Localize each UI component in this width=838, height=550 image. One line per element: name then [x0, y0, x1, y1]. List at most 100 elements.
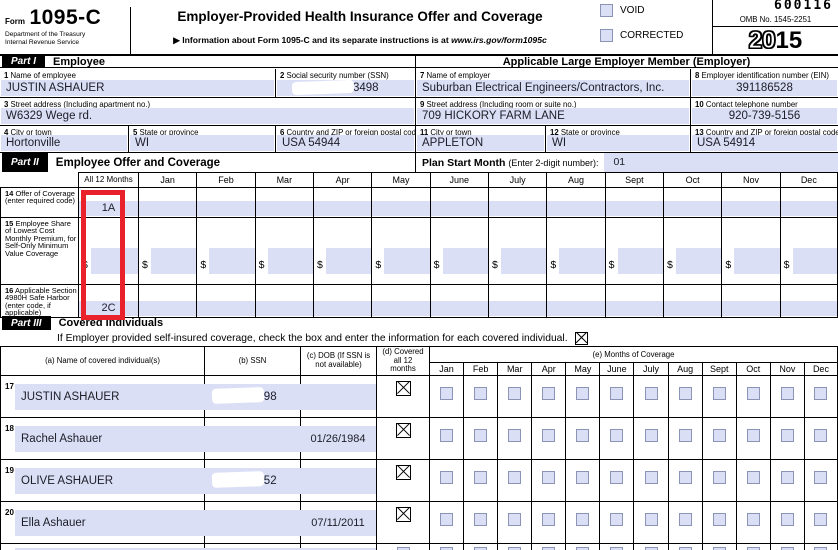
employee-street-value[interactable]: W6329 Wege rd.: [1, 108, 414, 124]
month-checkbox[interactable]: [780, 387, 794, 400]
row15-month-cell[interactable]: $: [604, 218, 663, 285]
row14-month-cell[interactable]: [312, 188, 372, 218]
row15-month-cell[interactable]: $: [662, 218, 722, 285]
month-checkbox[interactable]: [508, 387, 522, 400]
month-checkbox[interactable]: [474, 513, 488, 526]
employer-name-value[interactable]: Suburban Electrical Engineers/Contractor…: [417, 80, 689, 96]
employer-city-value[interactable]: APPLETON: [417, 135, 544, 151]
row16-month-cell[interactable]: [604, 285, 663, 318]
month-checkbox[interactable]: [508, 513, 522, 526]
month-checkbox[interactable]: [678, 387, 692, 400]
month-checkbox[interactable]: [610, 471, 624, 484]
month-checkbox[interactable]: [474, 547, 488, 550]
row16-month-cell[interactable]: [779, 285, 838, 318]
month-checkbox[interactable]: [746, 547, 760, 550]
row14-month-cell[interactable]: [254, 188, 313, 218]
covered-name-value[interactable]: Rachel Ashauer: [21, 433, 103, 445]
row15-month-cell[interactable]: $: [312, 218, 372, 285]
row-field-strip[interactable]: [15, 426, 376, 452]
row14-month-cell[interactable]: [138, 188, 197, 218]
row14-month-cell[interactable]: [779, 188, 838, 218]
row16-month-cell[interactable]: [546, 285, 605, 318]
month-checkbox[interactable]: [746, 387, 760, 400]
row14-month-cell[interactable]: [371, 188, 430, 218]
row14-month-cell[interactable]: [196, 188, 255, 218]
employer-phone-value[interactable]: 920-739-5156: [692, 108, 837, 124]
instructions-url[interactable]: www.irs.gov/form1095c: [451, 35, 547, 45]
month-checkbox[interactable]: [508, 471, 522, 484]
covered-all-12-checkbox[interactable]: [395, 423, 411, 438]
month-checkbox[interactable]: [576, 471, 590, 484]
month-checkbox[interactable]: [678, 513, 692, 526]
month-checkbox[interactable]: [474, 471, 488, 484]
month-checkbox[interactable]: [678, 471, 692, 484]
month-checkbox[interactable]: [440, 513, 454, 526]
covered-all-12-checkbox[interactable]: [396, 547, 410, 550]
row16-month-cell[interactable]: [721, 285, 780, 318]
month-checkbox[interactable]: [440, 387, 454, 400]
employer-zip-value[interactable]: USA 54914: [692, 135, 837, 151]
plan-start-month-value[interactable]: 01: [604, 153, 838, 172]
month-checkbox[interactable]: [644, 429, 658, 442]
covered-name-value[interactable]: JUSTIN ASHAUER: [21, 391, 120, 403]
row16-all12-cell[interactable]: 2C: [78, 285, 138, 318]
covered-name-value[interactable]: OLIVE ASHAUER: [21, 475, 114, 487]
row15-month-cell[interactable]: $: [254, 218, 313, 285]
covered-dob-value[interactable]: 01/26/1984: [310, 433, 366, 445]
row14-month-cell[interactable]: [429, 188, 488, 218]
row15-month-cell[interactable]: $: [779, 218, 838, 285]
row-field-strip[interactable]: [15, 548, 376, 550]
month-checkbox[interactable]: [610, 547, 624, 550]
month-checkbox[interactable]: [644, 387, 658, 400]
month-checkbox[interactable]: [644, 547, 658, 550]
month-checkbox[interactable]: [746, 513, 760, 526]
covered-dob-value[interactable]: [300, 384, 376, 410]
month-checkbox[interactable]: [746, 471, 760, 484]
row15-month-cell[interactable]: $: [429, 218, 488, 285]
row16-month-cell[interactable]: [429, 285, 488, 318]
month-checkbox[interactable]: [780, 547, 794, 550]
covered-ssn-value[interactable]: [204, 426, 300, 452]
month-checkbox[interactable]: [644, 471, 658, 484]
employer-street-value[interactable]: 709 HICKORY FARM LANE: [417, 108, 689, 124]
corrected-checkbox[interactable]: [600, 28, 613, 42]
month-checkbox[interactable]: [440, 547, 454, 550]
month-checkbox[interactable]: [814, 547, 828, 550]
employer-state-value[interactable]: WI: [547, 135, 689, 151]
covered-name-value[interactable]: Ella Ashauer: [21, 517, 86, 529]
covered-dob-value[interactable]: [300, 468, 376, 494]
covered-all-12-checkbox[interactable]: [395, 465, 411, 480]
month-checkbox[interactable]: [712, 429, 726, 442]
row16-month-cell[interactable]: [196, 285, 255, 318]
row15-month-cell[interactable]: $: [196, 218, 255, 285]
row-field-strip[interactable]: [15, 384, 376, 410]
month-checkbox[interactable]: [474, 429, 488, 442]
row14-all12-cell[interactable]: 1A: [78, 188, 138, 218]
month-checkbox[interactable]: [814, 387, 828, 400]
employee-zip-value[interactable]: USA 54944: [277, 135, 414, 151]
row-field-strip[interactable]: [15, 468, 376, 494]
month-checkbox[interactable]: [508, 429, 522, 442]
row15-month-cell[interactable]: $: [721, 218, 780, 285]
row15-month-cell[interactable]: $: [546, 218, 605, 285]
month-checkbox[interactable]: [712, 547, 726, 550]
employee-state-value[interactable]: WI: [130, 135, 274, 151]
month-checkbox[interactable]: [746, 429, 760, 442]
covered-ssn-value[interactable]: [204, 510, 300, 536]
month-checkbox[interactable]: [576, 429, 590, 442]
row16-month-cell[interactable]: [371, 285, 430, 318]
month-checkbox[interactable]: [712, 387, 726, 400]
month-checkbox[interactable]: [440, 471, 454, 484]
month-checkbox[interactable]: [542, 429, 556, 442]
month-checkbox[interactable]: [576, 387, 590, 400]
covered-all-12-checkbox[interactable]: [395, 381, 411, 396]
row14-month-cell[interactable]: [662, 188, 722, 218]
month-checkbox[interactable]: [610, 429, 624, 442]
month-checkbox[interactable]: [780, 471, 794, 484]
row15-month-cell[interactable]: $: [138, 218, 197, 285]
month-checkbox[interactable]: [712, 513, 726, 526]
month-checkbox[interactable]: [542, 387, 556, 400]
month-checkbox[interactable]: [780, 513, 794, 526]
row15-month-cell[interactable]: $: [487, 218, 547, 285]
month-checkbox[interactable]: [542, 471, 556, 484]
